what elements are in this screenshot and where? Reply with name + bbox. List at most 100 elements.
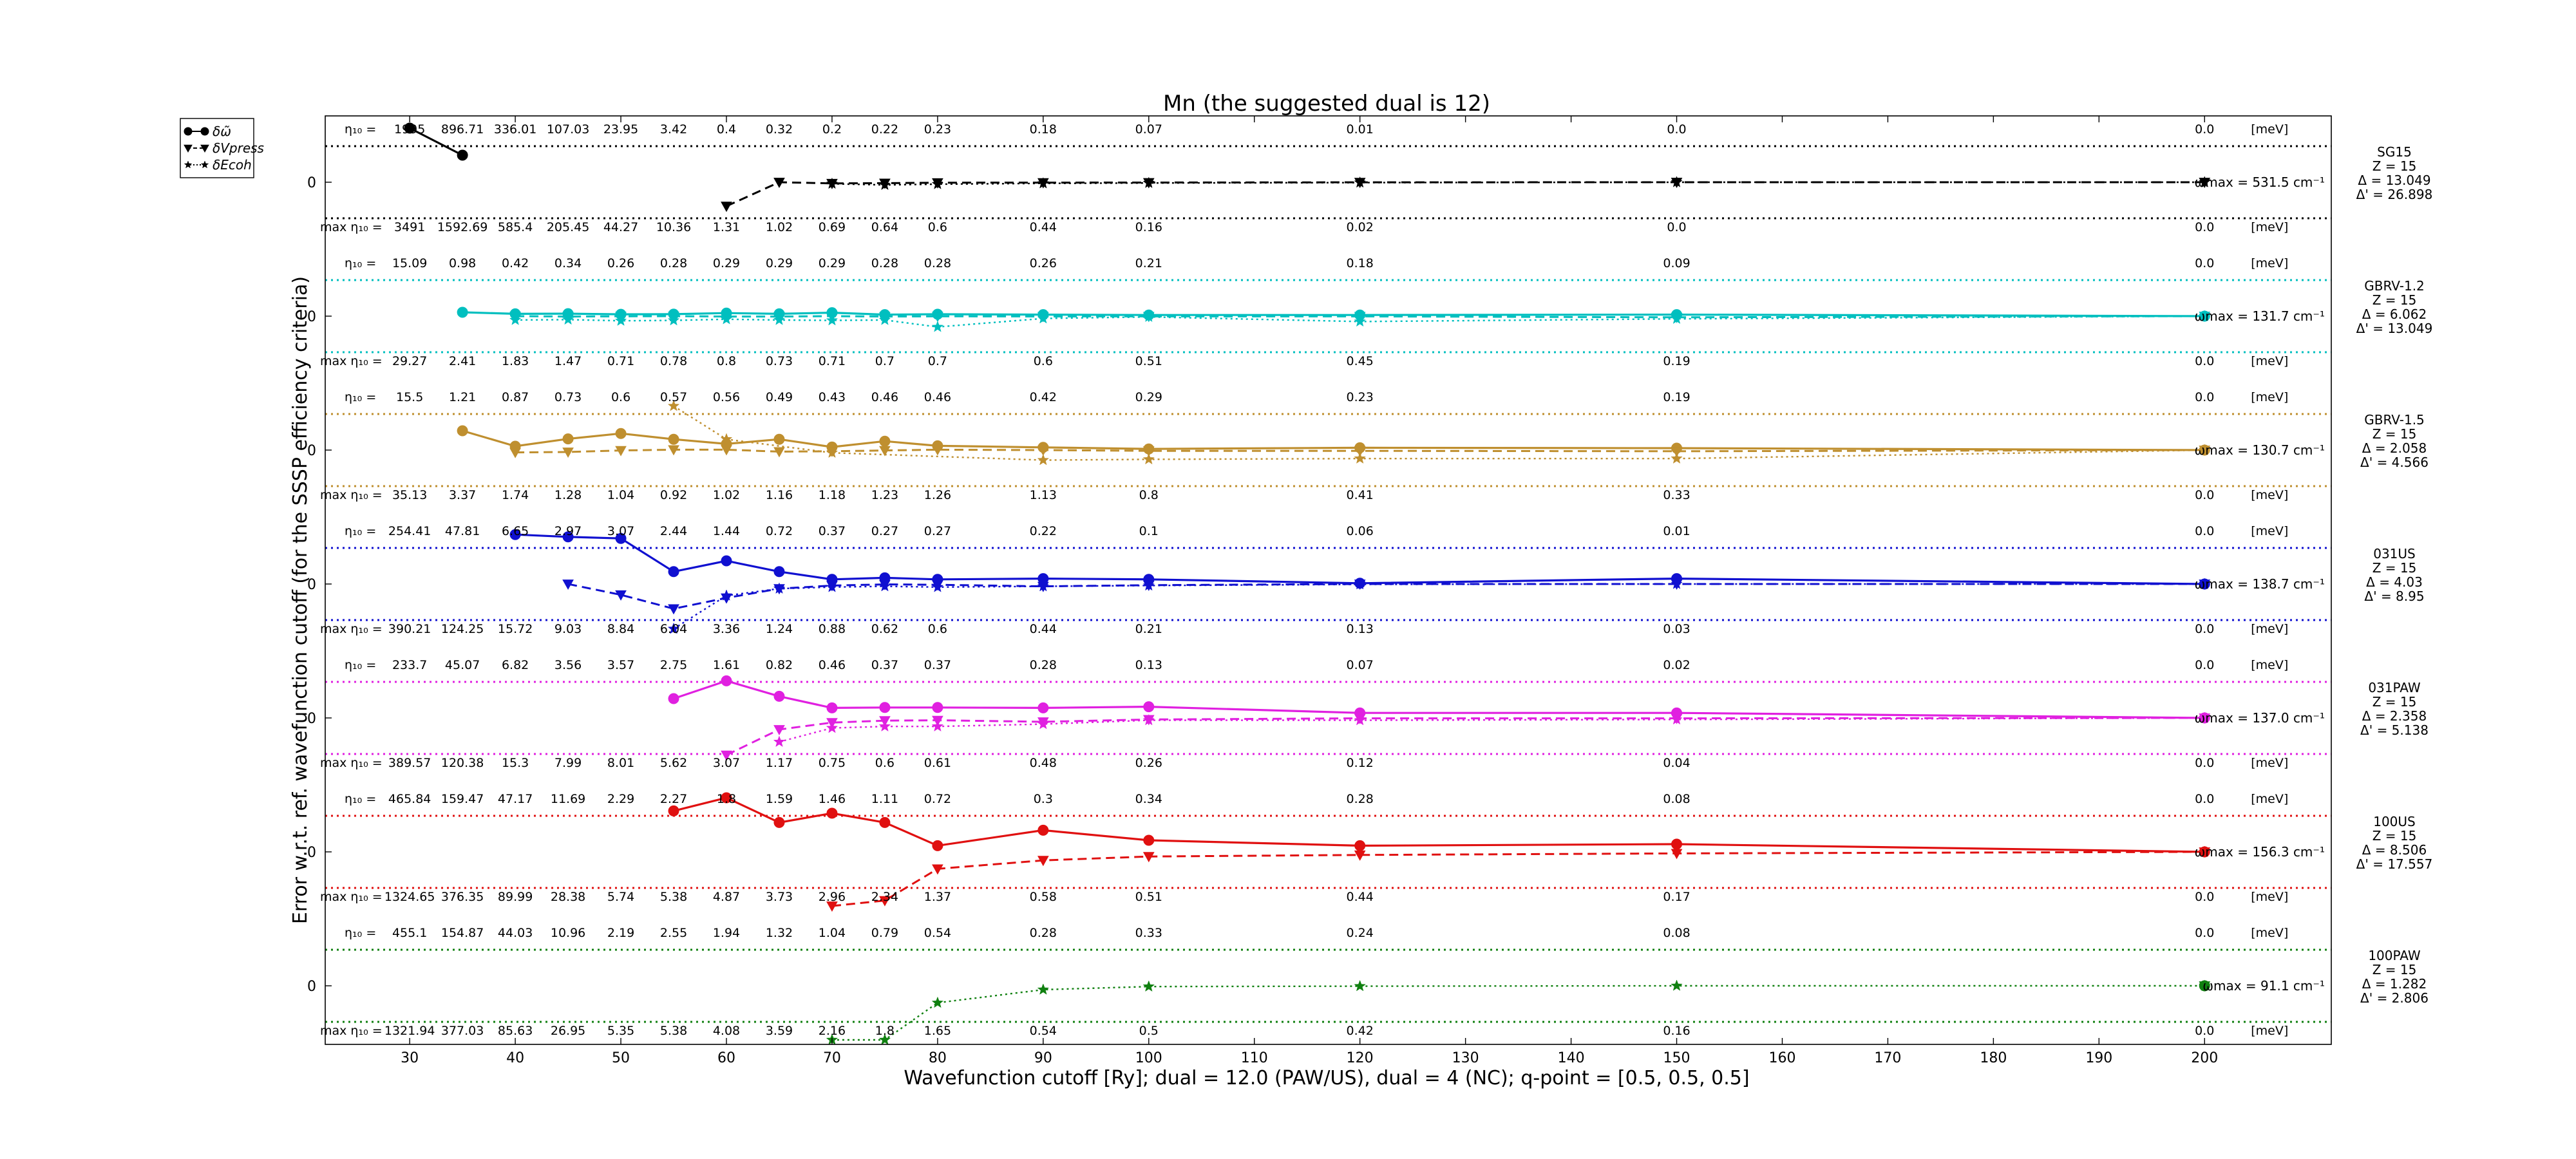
- max-eta-value: 5.38: [660, 1024, 687, 1038]
- data-point: [1354, 840, 1366, 851]
- series-GBRV-1.2-omega_err: [457, 306, 2210, 322]
- max-eta-value: 0.6: [928, 220, 947, 234]
- data-point: [509, 448, 521, 458]
- data-point: [668, 445, 679, 456]
- eta-label: η₁₀ =: [345, 926, 376, 940]
- max-eta-value: 3.37: [449, 488, 476, 502]
- legend-marker: [184, 127, 193, 136]
- pseudo-info-line: Δ' = 2.806: [2360, 990, 2429, 1006]
- data-point: [1142, 579, 1155, 591]
- eta-value: 0.73: [554, 390, 582, 404]
- data-point: [879, 896, 891, 907]
- max-eta-value: 376.35: [441, 890, 484, 904]
- eta-label: η₁₀ =: [345, 524, 376, 538]
- max-eta-value: 0.0: [2195, 890, 2214, 904]
- series-line: [409, 127, 463, 156]
- eta-label: η₁₀ =: [345, 792, 376, 806]
- series-line: [673, 796, 2205, 853]
- series-line: [831, 985, 2205, 1041]
- y-zero-label: 0: [307, 443, 316, 459]
- max-eta-value: 0.5: [1139, 1024, 1159, 1038]
- max-eta-value: 1.04: [607, 488, 634, 502]
- max-eta-value: 3.73: [766, 890, 793, 904]
- max-eta-value: 1.02: [713, 488, 740, 502]
- max-eta-value: 26.95: [551, 1024, 585, 1038]
- max-eta-value: 0.13: [1347, 622, 1374, 636]
- max-eta-value: 5.35: [607, 1024, 634, 1038]
- max-eta-label: max η₁₀ =: [320, 890, 383, 904]
- eta-value: 0.0: [2195, 792, 2214, 806]
- max-eta-value: 9.03: [554, 622, 582, 636]
- max-eta-value: 1.16: [766, 488, 793, 502]
- legend-label: δEcoh: [213, 157, 252, 173]
- x-tick-label: 170: [1874, 1050, 1901, 1066]
- eta-value: 0.43: [819, 390, 846, 404]
- max-eta-value: 1.65: [924, 1024, 951, 1038]
- eta-value: 47.81: [445, 524, 480, 538]
- eta-value: 0.08: [1663, 792, 1690, 806]
- data-point: [720, 589, 733, 601]
- max-eta-value: 3491: [394, 220, 425, 234]
- data-point: [2199, 845, 2211, 857]
- omega-max-label: ωmax = 131.7 cm⁻¹: [2195, 308, 2325, 324]
- data-point: [773, 566, 785, 578]
- eta-value: 0.28: [1347, 792, 1374, 806]
- data-point: [2199, 176, 2211, 187]
- eta-value: 0.07: [1347, 658, 1374, 672]
- eta-value: 1.61: [713, 658, 740, 672]
- unit-label: [meV]: [2251, 890, 2288, 904]
- data-point: [878, 720, 891, 732]
- x-tick-label: 120: [1347, 1050, 1374, 1066]
- data-point: [1037, 580, 1050, 592]
- data-point: [826, 721, 838, 733]
- eta-value: 0.13: [1135, 658, 1162, 672]
- eta-label: η₁₀ =: [345, 122, 376, 137]
- data-point: [721, 445, 732, 456]
- pseudo-info-line: Δ = 2.058: [2362, 440, 2427, 456]
- data-point: [615, 590, 627, 601]
- legend-marker: [200, 144, 209, 153]
- series-line: [515, 315, 2205, 319]
- max-eta-value: 0.48: [1030, 756, 1057, 770]
- eta-value: 0.2: [822, 122, 842, 137]
- pseudo-info-line: 100PAW: [2368, 948, 2421, 963]
- eta-value: 0.26: [1030, 256, 1057, 270]
- eta-value: 0.37: [924, 658, 951, 672]
- max-eta-value: 0.45: [1347, 354, 1374, 368]
- pseudo-info-line: Δ = 2.358: [2362, 708, 2427, 724]
- max-eta-value: 1324.65: [384, 890, 435, 904]
- data-point: [1037, 856, 1049, 867]
- max-eta-value: 29.27: [392, 354, 427, 368]
- data-point: [1142, 310, 1155, 323]
- y-zero-label: 0: [307, 845, 316, 861]
- eta-value: 0.0: [2195, 122, 2214, 137]
- data-point: [1671, 838, 1683, 850]
- pseudo-info-line: 031PAW: [2368, 680, 2421, 695]
- max-eta-value: 0.58: [1030, 890, 1057, 904]
- data-point: [878, 1033, 891, 1045]
- eta-value: 336.01: [494, 122, 536, 137]
- eta-value: 0.28: [660, 256, 687, 270]
- unit-label: [meV]: [2251, 488, 2288, 502]
- pseudo-info-line: Δ = 6.062: [2362, 306, 2427, 322]
- data-point: [931, 720, 944, 732]
- max-eta-value: 0.6: [1034, 354, 1053, 368]
- eta-value: 0.4: [717, 122, 736, 137]
- data-point: [1671, 176, 1683, 187]
- unit-label: [meV]: [2251, 792, 2288, 806]
- eta-value: 3.56: [554, 658, 582, 672]
- data-point: [826, 314, 838, 326]
- eta-value: 1.11: [871, 792, 898, 806]
- legend-marker: [184, 160, 193, 169]
- eta-value: 0.02: [1663, 658, 1690, 672]
- max-eta-value: 7.99: [554, 756, 582, 770]
- data-point: [773, 690, 785, 702]
- data-point: [615, 532, 627, 544]
- data-point: [1671, 849, 1683, 860]
- pseudo-info-line: Z = 15: [2372, 694, 2417, 710]
- pseudo-info-line: Δ = 1.282: [2362, 976, 2427, 992]
- x-tick-label: 90: [1034, 1050, 1052, 1066]
- data-point: [878, 178, 891, 191]
- data-point: [1037, 446, 1049, 457]
